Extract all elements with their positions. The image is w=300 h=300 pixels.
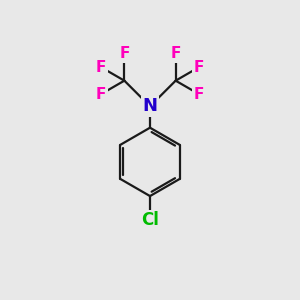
Text: F: F — [96, 86, 106, 101]
Text: F: F — [170, 46, 181, 62]
Text: Cl: Cl — [141, 211, 159, 229]
Text: F: F — [119, 46, 130, 62]
Text: F: F — [194, 86, 204, 101]
Text: N: N — [142, 97, 158, 115]
Text: F: F — [96, 60, 106, 75]
Text: F: F — [194, 60, 204, 75]
